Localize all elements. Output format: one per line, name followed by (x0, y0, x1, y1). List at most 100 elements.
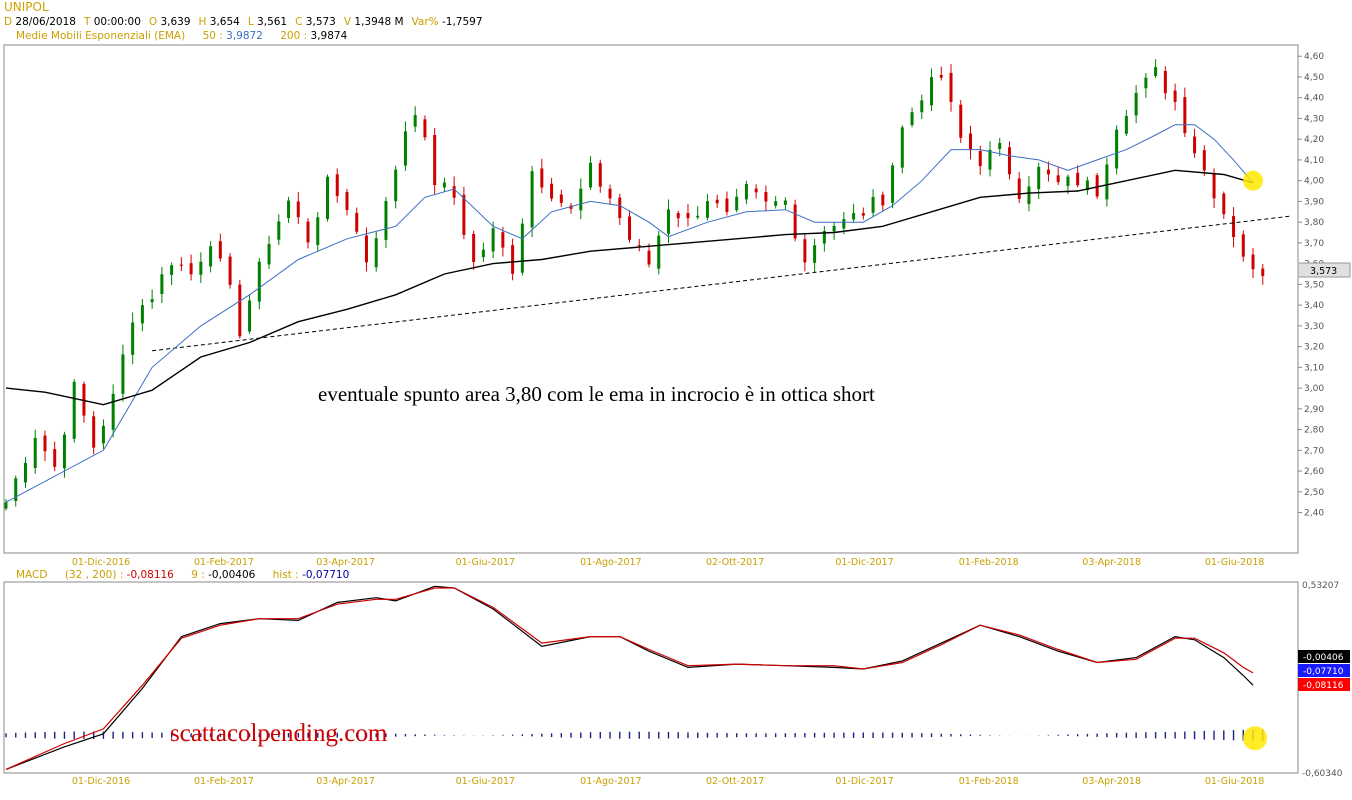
y-tick-label: 3,50 (1304, 280, 1324, 290)
x-tick-label: 01-Dic-2016 (72, 776, 130, 787)
candle-body (160, 274, 164, 295)
ohlc-key: C (295, 16, 303, 28)
candle-body (111, 393, 115, 430)
candle-body (374, 238, 378, 268)
y-tick-label: 4,60 (1304, 52, 1324, 62)
x-tick-label: 01-Giu-2017 (456, 776, 516, 787)
ema-50-label: 50 : (202, 30, 223, 42)
candle-body (608, 188, 612, 199)
candle-body (345, 191, 349, 211)
candle-body (335, 174, 339, 197)
candle-body (1232, 216, 1236, 238)
ohlc-value: 3,639 (157, 16, 191, 28)
hist-label: hist : (272, 569, 299, 581)
ohlc-value: -1,7597 (438, 16, 483, 28)
candle-body (813, 245, 817, 263)
support-trendline (152, 215, 1293, 352)
candle-body (1076, 172, 1080, 186)
candle-body (842, 219, 846, 229)
x-tick-label: 01-Feb-2017 (194, 557, 254, 568)
ema-50-line (5, 124, 1254, 503)
candle-body (364, 235, 368, 263)
candle-body (657, 235, 661, 269)
candle-body (676, 212, 680, 219)
candle-body (433, 134, 437, 186)
candle-body (725, 198, 729, 213)
candle-body (783, 200, 787, 205)
x-tick-label: 01-Dic-2017 (835, 776, 893, 787)
candle-body (189, 263, 193, 275)
last-price-label: 3,573 (1310, 266, 1337, 277)
candle-body (754, 188, 758, 193)
candle-body (62, 434, 66, 469)
ema-200-label: 200 : (280, 30, 308, 42)
candle-body (1144, 77, 1148, 89)
candle-body (218, 241, 222, 259)
candle-body (891, 165, 895, 203)
price-panel-frame (3, 44, 1299, 554)
y-tick-label: 3,20 (1304, 343, 1324, 353)
candle-body (559, 194, 563, 203)
y-tick-label: 2,40 (1304, 509, 1324, 519)
x-tick-label: 03-Apr-2018 (1082, 776, 1141, 787)
candle-body (394, 169, 398, 202)
candle-body (774, 201, 778, 206)
candle-body (1085, 180, 1089, 191)
candle-body (589, 162, 593, 188)
candle-body (1183, 97, 1187, 134)
candle-body (1056, 175, 1060, 183)
x-tick-label: 02-Ott-2017 (706, 557, 764, 568)
y-tick-label: 4,00 (1304, 177, 1324, 187)
ohlc-key: V (343, 16, 352, 28)
candle-body (316, 217, 320, 245)
x-tick-label: 03-Apr-2017 (316, 776, 375, 787)
candle-body (257, 261, 261, 302)
candle-body (569, 205, 573, 209)
ohlc-value: 3,573 (302, 16, 336, 28)
candle-body (666, 209, 670, 234)
candle-body (170, 265, 174, 275)
candle-body (511, 245, 515, 274)
y-tick-label: 2,60 (1304, 467, 1324, 477)
candle-body (881, 194, 885, 206)
x-tick-label: 01-Feb-2018 (959, 776, 1019, 787)
candle-body (715, 199, 719, 204)
candle-body (1027, 186, 1031, 205)
candle-body (1066, 176, 1070, 186)
candle-body (462, 194, 466, 235)
candle-body (82, 383, 86, 416)
ohlc-key: L (247, 16, 254, 28)
candle-body (413, 115, 417, 127)
y-tick-label: 3,90 (1304, 197, 1324, 207)
macd-value-tag (1298, 678, 1350, 691)
candle-body (618, 197, 622, 219)
ema-50-value: 3,9872 (226, 30, 263, 42)
candle-body (179, 264, 183, 266)
ema-200-value: 3,9874 (310, 30, 348, 42)
candle-body (1046, 169, 1050, 175)
y-tick-label: 2,70 (1304, 446, 1324, 456)
candle-body (744, 183, 748, 200)
x-tick-label: 03-Apr-2017 (316, 557, 375, 568)
x-tick-label: 01-Dic-2017 (835, 557, 893, 568)
candle-body (403, 131, 407, 166)
x-tick-label: 01-Giu-2018 (1205, 776, 1265, 787)
candle-body (472, 233, 476, 262)
candle-body (326, 176, 329, 220)
candle-body (530, 171, 534, 228)
candle-body (852, 213, 856, 220)
macd-y-label: 0,53207 (1302, 581, 1339, 591)
y-tick-label: 4,20 (1304, 135, 1324, 145)
candle-body (1241, 234, 1245, 257)
candle-body (92, 416, 96, 448)
candle-body (696, 215, 700, 218)
candle-body (296, 201, 300, 218)
candle-body (287, 200, 291, 219)
ohlc-value: 3,654 (206, 16, 240, 28)
candle-body (998, 142, 1002, 149)
ohlc-value: 1,3948 M (351, 16, 404, 28)
ohlc-value: 28/06/2018 (12, 16, 76, 28)
candle-body (871, 196, 875, 213)
candle-body (140, 305, 144, 324)
